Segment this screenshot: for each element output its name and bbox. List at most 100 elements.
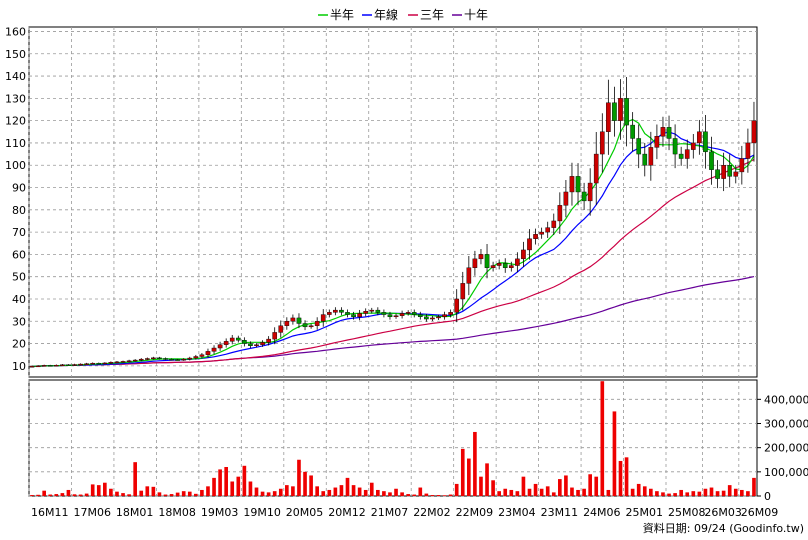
volume-bar	[242, 465, 247, 496]
x-tick-label: 25M01	[626, 506, 664, 519]
candle-body	[569, 176, 575, 193]
volume-bar	[175, 492, 180, 496]
volume-bar	[630, 488, 635, 496]
candle-body	[193, 356, 199, 359]
candle-body	[454, 298, 460, 313]
volume-tick-label: 100,000	[764, 466, 808, 479]
candle-body	[205, 351, 211, 355]
candle-body	[654, 136, 660, 148]
volume-panel: 0 100,000 200,000 300,000 400,000	[28, 379, 808, 503]
x-tick-label: 16M11	[31, 506, 69, 519]
candle-body	[229, 337, 235, 342]
candle-body	[217, 344, 223, 349]
volume-bar	[715, 491, 720, 496]
candle-body	[666, 127, 672, 139]
candle-body	[175, 359, 180, 361]
volume-bar	[491, 480, 495, 496]
volume-bar	[709, 487, 714, 496]
volume-bar	[42, 490, 46, 496]
candle-body	[345, 312, 350, 315]
volume-bar	[206, 486, 210, 496]
volume-tick-label: 0	[764, 490, 771, 503]
candle-body	[417, 314, 423, 318]
candle-body	[405, 312, 411, 314]
price-tick-label: 150	[5, 48, 26, 61]
volume-bar	[78, 494, 83, 496]
volume-bar	[558, 479, 562, 496]
candle-body	[96, 362, 102, 365]
candle-body	[333, 309, 338, 313]
volume-bar	[594, 476, 599, 496]
volume-bar	[661, 492, 665, 496]
volume-bar	[157, 492, 162, 496]
volume-bar	[163, 494, 168, 496]
candle-body	[721, 165, 726, 179]
x-tick-label: 20M12	[328, 506, 366, 519]
candle-body	[690, 142, 696, 150]
volume-bar	[345, 477, 350, 496]
volume-bar	[564, 475, 568, 496]
candle-body	[272, 332, 278, 340]
volume-bar	[460, 448, 465, 496]
volume-bar	[30, 495, 34, 496]
volume-bar	[467, 458, 471, 496]
x-tick-label: 26M09	[741, 506, 779, 519]
candle-body	[521, 249, 526, 260]
volume-bar	[218, 469, 222, 496]
volume-bar	[436, 495, 441, 496]
candle-body	[478, 254, 484, 260]
volume-bar	[339, 485, 344, 496]
volume-bar	[485, 463, 489, 496]
price-tick-label: 70	[12, 226, 26, 239]
candle-body	[636, 138, 642, 155]
volume-bar	[109, 488, 113, 496]
candle-body	[260, 342, 265, 345]
volume-bar	[297, 459, 301, 496]
candle-body	[308, 325, 314, 328]
candle-body	[745, 142, 751, 159]
x-tick-label: 19M10	[243, 506, 280, 519]
candle-body	[436, 316, 441, 319]
legend-label-three-year: 三年	[420, 8, 444, 22]
volume-bar	[369, 482, 374, 496]
candle-body	[733, 171, 739, 177]
x-tick-label: 22M02	[413, 506, 451, 519]
candle-body	[751, 120, 757, 144]
volume-bar	[394, 488, 398, 496]
candle-body	[66, 364, 71, 366]
candle-body	[169, 358, 174, 361]
candle-body	[78, 363, 83, 366]
volume-bar	[582, 488, 586, 496]
x-tick-label: 21M07	[371, 506, 409, 519]
candle-body	[163, 358, 168, 360]
candle-body	[575, 176, 581, 193]
volume-bar	[72, 494, 77, 496]
volume-bar	[412, 494, 417, 496]
candle-body	[296, 317, 302, 324]
candle-body	[399, 313, 405, 316]
legend-label-year-line: 年線	[374, 7, 398, 22]
candle-body	[375, 309, 381, 313]
candle-body	[624, 98, 629, 126]
candle-body	[157, 357, 162, 360]
candle-body	[442, 314, 447, 318]
candle-body	[53, 364, 59, 367]
volume-bar	[655, 491, 659, 496]
volume-bar	[48, 494, 53, 496]
volume-bar	[527, 488, 532, 496]
volume-bar	[151, 486, 156, 496]
price-tick-label: 30	[12, 315, 26, 328]
candle-body	[472, 258, 478, 268]
candle-body	[29, 366, 35, 368]
candle-body	[672, 138, 678, 155]
candle-body	[266, 338, 271, 343]
volume-bar	[606, 489, 611, 496]
candle-body	[660, 127, 666, 137]
volume-bar	[388, 492, 392, 496]
volume-bar	[133, 462, 137, 496]
candle-body	[284, 321, 290, 326]
volume-bar	[667, 493, 671, 496]
candle-body	[502, 263, 508, 268]
volume-bar	[66, 489, 71, 496]
volume-bar	[733, 488, 738, 496]
